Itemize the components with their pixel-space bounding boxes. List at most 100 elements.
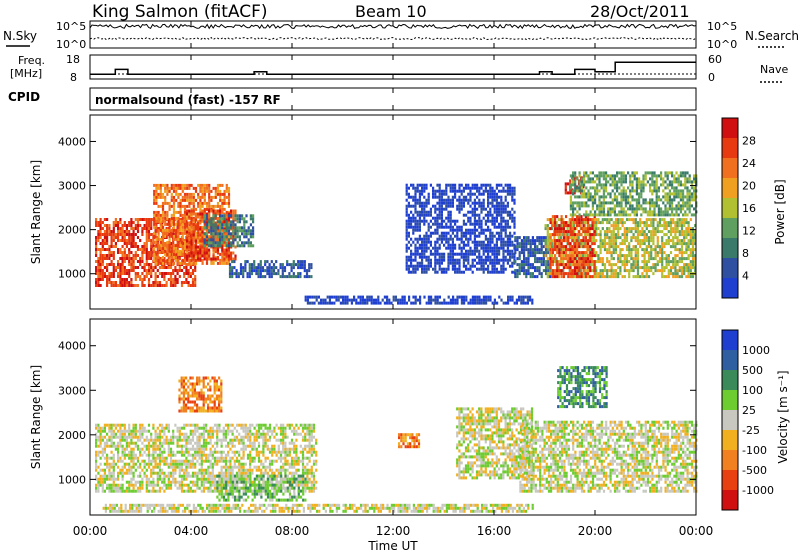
power-cell [449, 246, 452, 250]
power-cell [554, 248, 557, 252]
power-cell [150, 233, 153, 236]
power-cell [691, 266, 695, 270]
power-cell [587, 254, 590, 258]
power-cell [676, 263, 679, 267]
power-cell [225, 189, 228, 193]
power-cell [194, 189, 198, 193]
power-cell [536, 239, 539, 243]
power-cell [427, 234, 430, 238]
power-cell [487, 246, 490, 250]
power-cell [412, 195, 415, 199]
power-cell [110, 272, 113, 275]
power-cell [214, 241, 217, 245]
power-cell [239, 263, 243, 267]
power-cell [631, 171, 634, 175]
power-cell [467, 267, 470, 271]
power-cell [590, 257, 593, 261]
power-cell [97, 272, 100, 275]
power-cell [487, 213, 490, 217]
power-cell [617, 218, 620, 222]
power-cell [568, 251, 571, 255]
power-cell [573, 266, 576, 270]
power-cell [191, 242, 195, 245]
power-cell [207, 212, 211, 216]
power-cell [676, 254, 679, 258]
power-cell [190, 254, 193, 258]
power-cell [546, 266, 549, 270]
power-cell [136, 245, 140, 248]
power-cell [353, 298, 356, 302]
power-cell [410, 237, 413, 241]
power-cell [181, 261, 184, 265]
power-cell [476, 249, 479, 253]
power-cell [634, 257, 637, 261]
power-cell [689, 251, 692, 255]
power-cell [161, 207, 165, 211]
power-cell [511, 252, 514, 256]
power-cell [188, 215, 191, 219]
power-cell [523, 251, 526, 255]
power-cell [538, 239, 541, 243]
power-cell [674, 236, 677, 240]
power-cell [529, 251, 532, 255]
power-cell [583, 183, 586, 187]
power-cell [157, 261, 160, 265]
power-cell [99, 278, 102, 281]
power-cell [487, 237, 490, 241]
power-cell [610, 257, 613, 261]
power-cell [443, 255, 446, 259]
power-cell [310, 275, 313, 279]
power-cell [578, 174, 581, 178]
power-cell [569, 233, 572, 237]
power-cell [447, 258, 450, 262]
power-cell [172, 222, 176, 226]
power-cell [600, 174, 603, 178]
power-cell [551, 254, 554, 258]
power-cell [502, 258, 505, 262]
power-cell [619, 221, 622, 225]
power-cell [117, 275, 120, 278]
power-cell [639, 275, 642, 279]
power-cell [108, 224, 111, 227]
power-cell [656, 230, 659, 234]
power-cell [164, 228, 167, 232]
power-cell [578, 180, 581, 184]
power-cell [691, 251, 695, 255]
power-cell [432, 216, 435, 220]
power-cell [596, 204, 599, 208]
power-cell [580, 263, 583, 267]
power-cell [469, 237, 472, 241]
power-cell [136, 272, 140, 275]
power-cell [212, 209, 215, 213]
power-cell [155, 210, 158, 214]
power-cell [425, 255, 428, 259]
power-cell [661, 272, 664, 276]
power-cell [134, 278, 137, 281]
power-cell [540, 257, 543, 261]
power-cell [117, 248, 120, 251]
power-cell [372, 298, 375, 302]
power-cell [629, 183, 632, 187]
power-cell [489, 219, 492, 223]
power-cell [583, 171, 586, 175]
power-cell [683, 251, 686, 255]
power-cell [516, 257, 519, 261]
power-cell [228, 275, 232, 279]
power-cell [451, 240, 454, 244]
power-cell [569, 227, 572, 231]
power-cell [608, 245, 611, 249]
power-cell [192, 261, 195, 265]
power-cell [190, 248, 193, 252]
power-cell [252, 232, 255, 236]
power-cell [531, 298, 534, 302]
power-cell [592, 251, 596, 255]
power-cell [170, 219, 173, 223]
power-cell [197, 212, 200, 216]
power-cell [669, 251, 673, 255]
power-cell [526, 298, 529, 302]
power-cell [174, 266, 177, 269]
power-cell [484, 261, 487, 265]
power-cell [223, 227, 226, 231]
power-cell [249, 217, 252, 221]
power-cell [456, 198, 459, 202]
